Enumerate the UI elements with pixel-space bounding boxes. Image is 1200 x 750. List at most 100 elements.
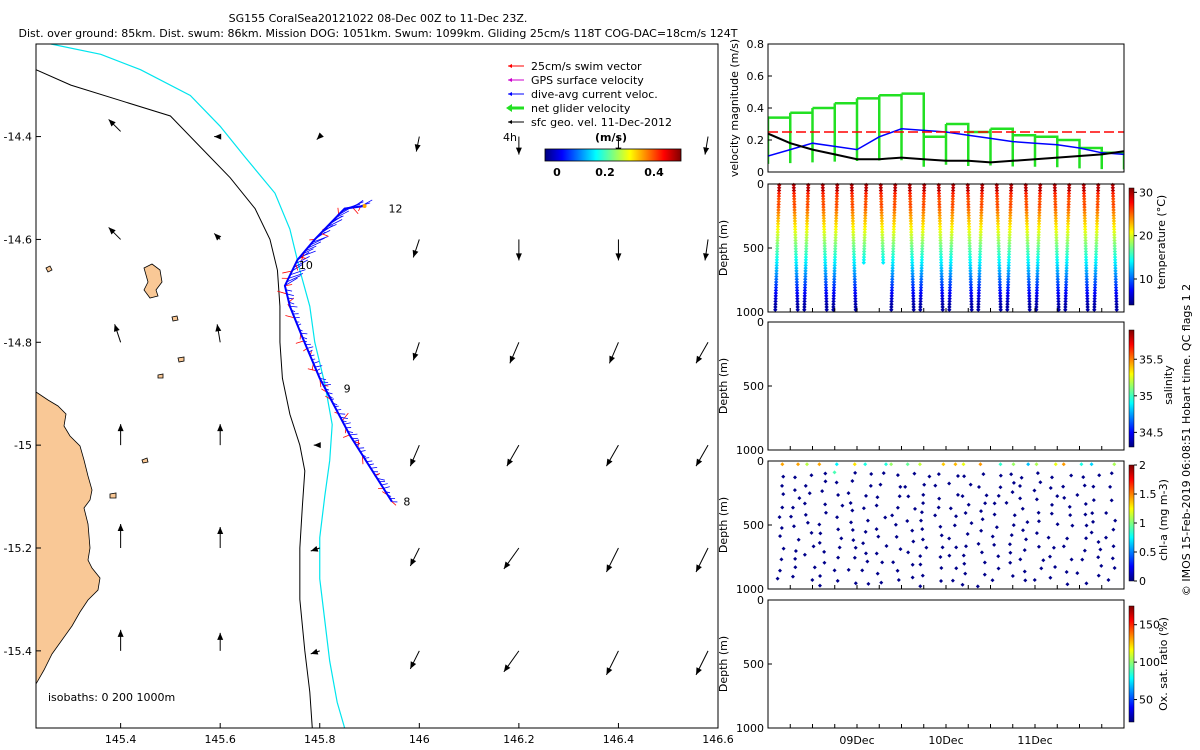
temperature-sample — [880, 232, 885, 238]
chla-sample — [1091, 484, 1096, 489]
temperature-sample — [852, 265, 857, 271]
depth-y-tick-label: 1000 — [736, 444, 764, 457]
temperature-sample — [851, 254, 857, 260]
temperature-sample — [1025, 232, 1030, 238]
temperature-sample — [1110, 191, 1116, 196]
temperature-sample — [965, 196, 971, 202]
temperature-sample — [996, 246, 1001, 251]
temperature-sample — [776, 191, 782, 196]
temperature-sample — [851, 238, 856, 243]
sfc-geo-arrowhead — [703, 147, 710, 155]
chla-sample — [998, 485, 1003, 490]
temperature-sample — [1024, 207, 1029, 213]
chla-sample — [837, 545, 842, 550]
depth-y-tick-label: 500 — [743, 242, 764, 255]
temperature-sample — [1093, 265, 1098, 271]
chla-sample — [803, 512, 808, 517]
sfc-geo-arrowhead — [217, 632, 224, 640]
temperature-sample — [795, 301, 800, 307]
temperature-sample — [1063, 288, 1069, 293]
temperature-sample — [880, 249, 886, 254]
chla-sample — [996, 554, 1001, 559]
temperature-sample — [774, 263, 779, 268]
temperature-sample — [949, 243, 954, 249]
temperature-sample — [775, 246, 780, 251]
temperature-sample — [918, 301, 923, 307]
chla-sample — [918, 584, 923, 589]
sfc-geo-arrowhead — [506, 458, 513, 467]
chla-sample — [905, 462, 910, 467]
temperature-sample — [937, 221, 943, 227]
temperature-sample — [853, 304, 858, 310]
temperature-sample — [969, 299, 974, 304]
temperature-sample — [773, 290, 779, 296]
chla-sample — [1004, 500, 1009, 505]
temperature-sample — [1054, 249, 1060, 254]
temperature-sample — [1005, 288, 1011, 293]
chla-sample — [836, 527, 841, 532]
temperature-sample — [773, 293, 778, 299]
temperature-sample — [880, 243, 885, 249]
chla-sample — [1020, 506, 1025, 511]
temperature-sample — [1064, 265, 1069, 271]
temperature-sample — [892, 188, 898, 193]
chla-sample — [1083, 502, 1088, 507]
temperature-sample — [802, 279, 808, 285]
temperature-sample — [950, 202, 955, 207]
temperature-sample — [908, 204, 913, 210]
temperature-sample — [1111, 221, 1117, 227]
chla-sample — [865, 559, 870, 564]
colorbar-tick-label: 2 — [1139, 459, 1146, 472]
temperature-sample — [1095, 188, 1101, 193]
temperature-sample — [889, 293, 894, 299]
temperature-sample — [1007, 238, 1012, 243]
temperature-sample — [834, 204, 839, 210]
chla-sample — [979, 528, 984, 533]
temperature-sample — [776, 199, 781, 204]
temperature-sample — [775, 238, 780, 243]
temperature-sample — [863, 185, 869, 190]
temperature-sample — [979, 193, 985, 199]
chla-sample — [863, 529, 868, 534]
temperature-sample — [1065, 229, 1070, 235]
colorbar-tick-label: 1.5 — [1139, 488, 1157, 501]
temperature-sample — [776, 204, 781, 210]
temperature-sample — [802, 285, 808, 290]
temperature-sample — [823, 279, 829, 285]
temperature-sample — [977, 249, 983, 254]
temperature-sample — [1094, 224, 1100, 229]
temperature-sample — [1113, 290, 1119, 296]
chla-sample — [1067, 504, 1072, 509]
temperature-sample — [1081, 188, 1087, 193]
temperature-sample — [921, 199, 926, 204]
temperature-sample — [996, 229, 1001, 235]
temperature-sample — [1063, 293, 1068, 299]
temperature-sample — [1053, 227, 1059, 232]
temperature-sample — [1037, 196, 1043, 202]
colorbar-tick-label: 35 — [1139, 390, 1153, 403]
map-y-tick-label: -15.2 — [4, 542, 32, 555]
temperature-sample — [879, 202, 884, 207]
temperature-sample — [1026, 285, 1032, 290]
temperature-sample — [821, 216, 827, 221]
temperature-sample — [1065, 241, 1070, 246]
chla-sample — [919, 510, 924, 515]
temperature-sample — [978, 241, 983, 246]
temperature-sample — [978, 246, 983, 251]
temperature-sample — [976, 299, 981, 304]
temperature-sample — [831, 307, 836, 312]
temperature-sample — [891, 221, 897, 227]
temperature-sample — [976, 304, 981, 310]
temperature-sample — [1066, 204, 1071, 210]
temperature-sample — [967, 243, 972, 249]
temperature-sample — [1054, 252, 1060, 257]
temperature-sample — [965, 185, 971, 190]
temperature-sample — [1063, 301, 1068, 307]
chla-sample — [817, 462, 822, 467]
temperature-sample — [1036, 229, 1041, 235]
map-x-tick-label: 145.6 — [204, 733, 236, 746]
chla-sample — [822, 549, 827, 554]
temperature-sample — [939, 279, 945, 285]
chla-sample — [891, 560, 896, 565]
temperature-sample — [831, 285, 837, 290]
